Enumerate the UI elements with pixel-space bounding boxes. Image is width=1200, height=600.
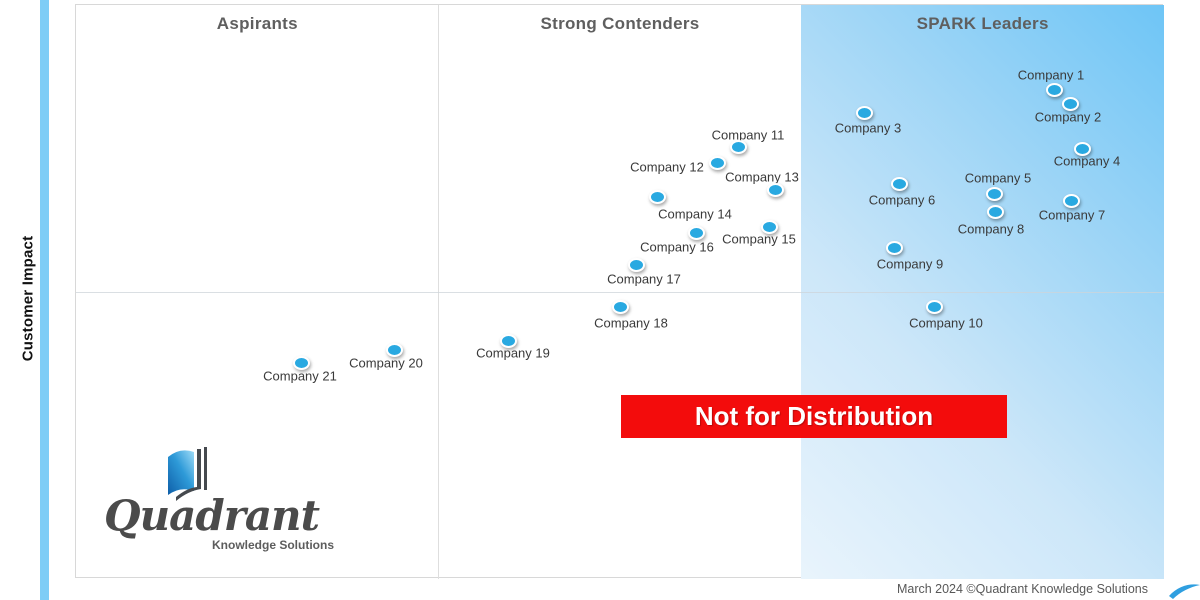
company-label: Company 5 xyxy=(964,170,1032,186)
company-label: Company 17 xyxy=(607,271,681,287)
left-accent-bar xyxy=(40,0,49,600)
company-label: Company 7 xyxy=(1038,207,1106,223)
company-dot xyxy=(648,190,666,204)
company-label: Company 2 xyxy=(1034,109,1102,125)
company-label: Company 6 xyxy=(868,192,936,208)
quadrant-logo: Quadrant Knowledge Solutions xyxy=(104,443,354,555)
company-dot xyxy=(986,205,1004,219)
company-dot xyxy=(611,300,629,314)
company-label: Company 11 xyxy=(711,127,785,143)
company-dot xyxy=(1045,83,1063,97)
header-aspirants: Aspirants xyxy=(216,14,298,33)
company-dot xyxy=(885,241,903,255)
company-dot xyxy=(1062,194,1080,208)
y-axis-label: Customer Impact xyxy=(19,235,37,362)
not-for-distribution-banner: Not for Distribution xyxy=(621,395,1007,438)
company-label: Company 1 xyxy=(1017,67,1085,83)
header-spark-leaders: SPARK Leaders xyxy=(916,14,1049,33)
company-dot xyxy=(627,258,645,272)
company-dot xyxy=(499,334,517,348)
logo-tagline: Knowledge Solutions xyxy=(212,538,334,552)
company-label: Company 15 xyxy=(722,231,796,247)
company-dot xyxy=(760,220,778,234)
quadrant-headers: Aspirants Strong Contenders SPARK Leader… xyxy=(76,14,1164,34)
company-label: Company 9 xyxy=(876,256,944,272)
company-label: Company 8 xyxy=(957,221,1025,237)
company-label: Company 20 xyxy=(349,355,423,371)
company-label: Company 18 xyxy=(594,315,668,331)
company-dot xyxy=(708,156,726,170)
company-dot xyxy=(292,356,310,370)
company-label: Company 14 xyxy=(658,206,732,222)
company-label: Company 4 xyxy=(1053,153,1121,169)
company-dot xyxy=(1061,97,1079,111)
swoosh-icon xyxy=(1168,583,1200,600)
company-dot xyxy=(687,226,705,240)
company-dot xyxy=(925,300,943,314)
company-label: Company 19 xyxy=(476,345,550,361)
company-dot xyxy=(985,187,1003,201)
book-icon xyxy=(164,445,216,508)
quadrant-horizontal-divider xyxy=(76,292,1164,293)
company-dot xyxy=(855,106,873,120)
company-label: Company 21 xyxy=(263,368,337,384)
company-label: Company 16 xyxy=(640,239,714,255)
quadrant-chart: Aspirants Strong Contenders SPARK Leader… xyxy=(75,4,1164,579)
logo-wordmark: Quadrant xyxy=(104,491,320,540)
company-dot xyxy=(890,177,908,191)
footer-copyright: March 2024 ©Quadrant Knowledge Solutions xyxy=(896,582,1148,596)
company-dot xyxy=(385,343,403,357)
company-label: Company 10 xyxy=(909,315,983,331)
company-label: Company 3 xyxy=(834,120,902,136)
company-label: Company 13 xyxy=(725,169,799,185)
company-dot xyxy=(729,140,747,154)
company-label: Company 12 xyxy=(630,159,704,175)
header-strong-contenders: Strong Contenders xyxy=(540,14,700,33)
company-dot xyxy=(1073,142,1091,156)
company-dot xyxy=(766,183,784,197)
